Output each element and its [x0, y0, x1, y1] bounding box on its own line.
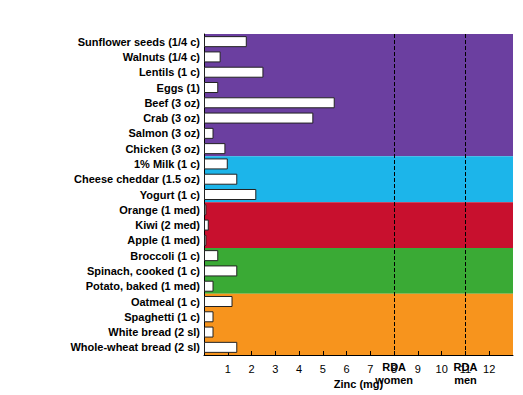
svg-text:men: men — [454, 374, 477, 386]
svg-text:Walnuts (1/4 c): Walnuts (1/4 c) — [123, 51, 201, 63]
svg-text:Potato, baked (1 med): Potato, baked (1 med) — [86, 280, 201, 292]
svg-text:10: 10 — [436, 363, 448, 375]
svg-text:Whole-wheat bread (2 sl): Whole-wheat bread (2 sl) — [70, 341, 200, 353]
svg-text:12: 12 — [483, 363, 495, 375]
svg-text:RDA: RDA — [382, 361, 406, 373]
svg-text:6: 6 — [344, 363, 350, 375]
svg-text:7: 7 — [367, 363, 373, 375]
svg-text:Kiwi (2 med): Kiwi (2 med) — [135, 219, 200, 231]
svg-text:2: 2 — [248, 363, 254, 375]
svg-text:Orange (1 med): Orange (1 med) — [119, 204, 200, 216]
svg-text:Zinc (mg): Zinc (mg) — [333, 378, 384, 391]
svg-text:Spinach, cooked (1 c): Spinach, cooked (1 c) — [87, 265, 200, 277]
svg-text:Broccoli (1 c): Broccoli (1 c) — [130, 250, 200, 262]
svg-text:RDA: RDA — [454, 361, 478, 373]
svg-text:Spaghetti (1 c): Spaghetti (1 c) — [124, 311, 200, 323]
svg-text:1% Milk (1 c): 1% Milk (1 c) — [134, 158, 200, 170]
svg-text:Apple (1 med): Apple (1 med) — [127, 234, 200, 246]
svg-text:Crab (3 oz): Crab (3 oz) — [143, 112, 200, 124]
svg-text:Yogurt (1 c): Yogurt (1 c) — [140, 189, 201, 201]
svg-text:5: 5 — [320, 363, 326, 375]
svg-text:9: 9 — [415, 363, 421, 375]
svg-text:Lentils (1 c): Lentils (1 c) — [139, 66, 200, 78]
svg-text:women: women — [374, 374, 413, 386]
svg-text:Salmon (3 oz): Salmon (3 oz) — [128, 127, 200, 139]
svg-text:Cheese cheddar (1.5 oz): Cheese cheddar (1.5 oz) — [74, 173, 200, 185]
svg-text:Beef (3 oz): Beef (3 oz) — [144, 97, 200, 109]
svg-text:3: 3 — [272, 363, 278, 375]
svg-text:1: 1 — [225, 363, 231, 375]
svg-text:Oatmeal (1 c): Oatmeal (1 c) — [131, 296, 200, 308]
svg-text:White bread (2 sl): White bread (2 sl) — [108, 326, 200, 338]
svg-text:4: 4 — [296, 363, 302, 375]
svg-text:Eggs (1): Eggs (1) — [157, 82, 201, 94]
svg-text:Sunflower seeds (1/4 c): Sunflower seeds (1/4 c) — [78, 36, 201, 48]
svg-text:Chicken (3 oz): Chicken (3 oz) — [125, 143, 200, 155]
